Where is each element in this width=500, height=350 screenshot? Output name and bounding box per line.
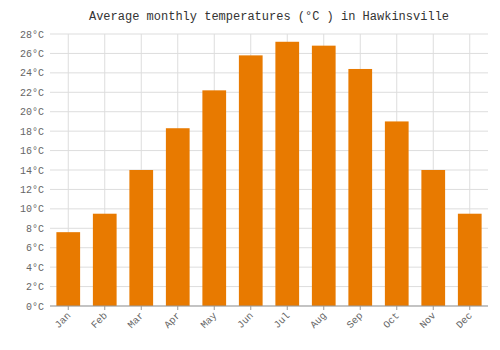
- y-tick-label: 18°C: [20, 127, 44, 138]
- bars: [56, 42, 481, 306]
- x-tick: [177, 306, 178, 310]
- y-tick-label: 16°C: [20, 146, 44, 157]
- y-tick-label: 0°C: [26, 302, 44, 313]
- y-grid-line: [50, 53, 488, 54]
- axes: 0°C 2°C 4°C 6°C 8°C 10°C 12°C 14°C 16°C 18°C 20°C 2…: [20, 30, 475, 331]
- bar: [202, 90, 226, 306]
- y-grid-line: [50, 72, 488, 73]
- y-tick-label: 4°C: [26, 263, 44, 274]
- y-tick-label: 22°C: [20, 88, 44, 99]
- x-tick-label: Feb: [89, 310, 110, 331]
- chart: Average monthly temperatures (°C ) in Ha…: [0, 0, 500, 350]
- bar: [275, 42, 299, 306]
- bar: [56, 232, 80, 306]
- x-tick: [396, 306, 397, 310]
- bar: [385, 121, 409, 306]
- x-tick-label: Apr: [162, 310, 183, 331]
- y-grid-line: [50, 34, 488, 35]
- bar: [312, 46, 336, 306]
- y-tick-label: 6°C: [26, 243, 44, 254]
- x-tick: [104, 306, 105, 310]
- chart-container: Average monthly temperatures (°C ) in Ha…: [0, 0, 500, 350]
- x-tick-label: Jun: [235, 310, 256, 331]
- bar: [129, 170, 153, 306]
- x-tick: [287, 306, 288, 310]
- x-tick-label: Sep: [345, 310, 366, 331]
- bar: [166, 128, 190, 306]
- x-tick-label: Oct: [381, 310, 402, 331]
- bar: [348, 69, 372, 306]
- bar: [458, 214, 482, 306]
- x-tick-label: Nov: [418, 310, 439, 331]
- title: Average monthly temperatures (°C ) in Ha…: [89, 10, 449, 24]
- bar: [421, 170, 445, 306]
- x-tick: [68, 306, 69, 310]
- x-tick: [360, 306, 361, 310]
- y-grid-line: [50, 111, 488, 112]
- x-tick-label: Jul: [272, 310, 293, 331]
- y-tick-label: 2°C: [26, 282, 44, 293]
- y-tick-label: 24°C: [20, 68, 44, 79]
- page: {"chart_data": {"type": "bar", "title": …: [0, 0, 500, 350]
- x-tick-label: Aug: [308, 310, 329, 331]
- y-grid-line: [50, 150, 488, 151]
- y-tick-label: 20°C: [20, 107, 44, 118]
- grid: [50, 34, 488, 306]
- y-grid-line: [50, 92, 488, 93]
- y-tick-label: 14°C: [20, 166, 44, 177]
- bar: [93, 214, 117, 306]
- x-tick: [469, 306, 470, 310]
- x-tick: [433, 306, 434, 310]
- y-tick-label: 26°C: [20, 49, 44, 60]
- y-grid-line: [50, 306, 488, 307]
- x-tick: [250, 306, 251, 310]
- y-grid-line: [50, 131, 488, 132]
- y-tick-label: 12°C: [20, 185, 44, 196]
- bar: [239, 55, 263, 306]
- x-tick: [141, 306, 142, 310]
- y-tick-label: 8°C: [26, 224, 44, 235]
- y-tick-label: 28°C: [20, 30, 44, 41]
- y-tick-label: 10°C: [20, 204, 44, 215]
- x-tick: [214, 306, 215, 310]
- x-tick: [323, 306, 324, 310]
- x-tick-label: Dec: [454, 310, 475, 331]
- x-tick-label: May: [199, 310, 220, 331]
- x-axis-line: [50, 306, 488, 307]
- x-tick-label: Mar: [126, 310, 147, 331]
- x-tick-label: Jan: [53, 310, 74, 331]
